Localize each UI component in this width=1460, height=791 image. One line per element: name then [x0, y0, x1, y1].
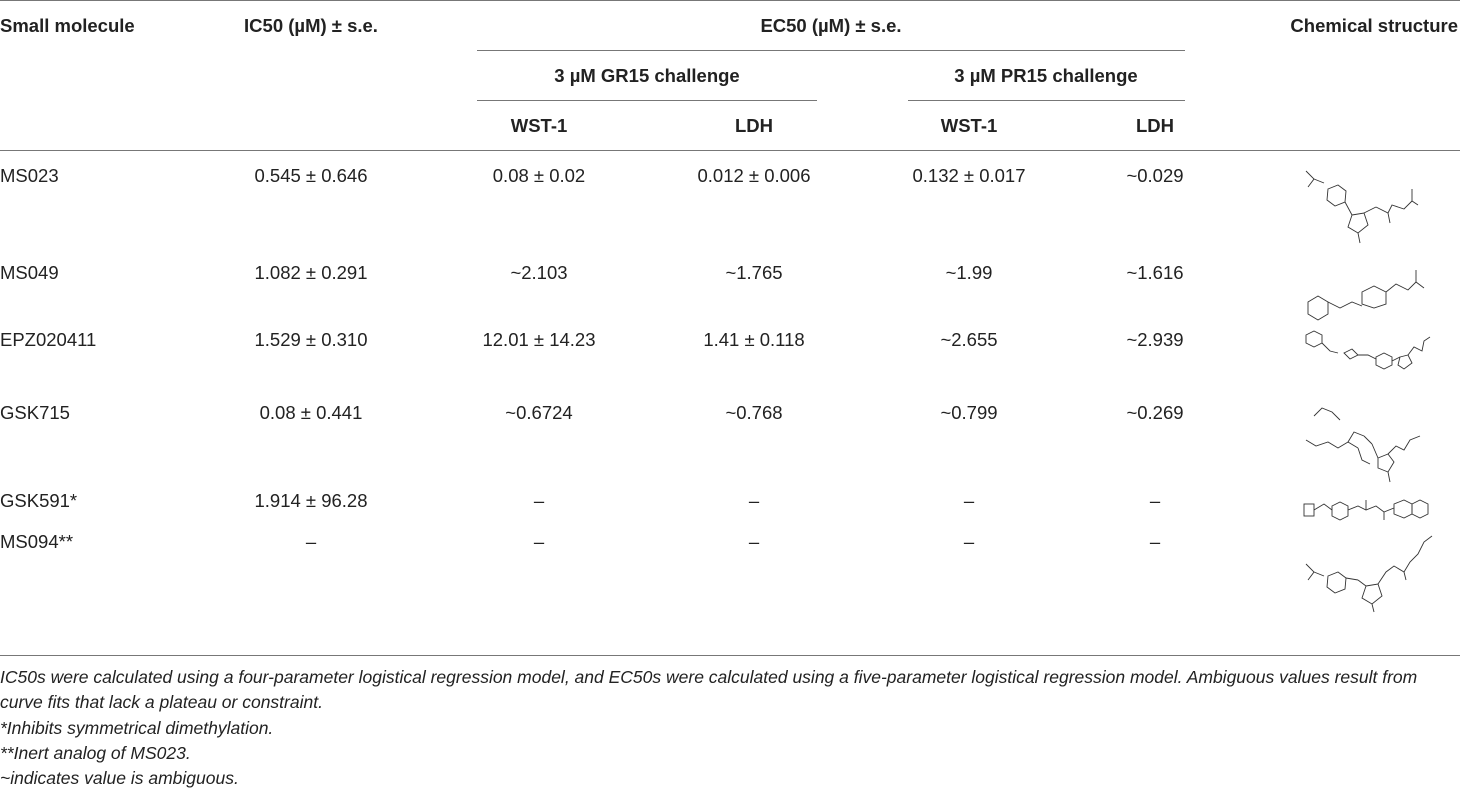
table-row-ms049-gr-ldh: ~1.765 — [725, 262, 783, 283]
header-gr15-ldh: LDH — [734, 115, 774, 136]
footnote-ambiguous: ~indicates value is ambiguous. — [0, 768, 239, 788]
table-row-epz020411-pr-ldh: ~2.939 — [1126, 329, 1184, 350]
table-row-gsk715-gr-wst1: ~0.6724 — [505, 402, 573, 423]
footnote-methods-line1: IC50s were calculated using a four-param… — [0, 667, 1418, 687]
structure-ms049-image — [1307, 270, 1425, 321]
structure-ms094-image — [1305, 535, 1433, 613]
table-row-gsk591-gr-ldh: – — [748, 490, 760, 511]
table-row-epz020411-pr-wst1: ~2.655 — [940, 329, 998, 350]
header-gr15-wst1: WST-1 — [510, 115, 568, 136]
table-row-ms023-name: MS023 — [0, 165, 59, 186]
header-pr15-wst1: WST-1 — [940, 115, 998, 136]
table-row-gsk715-ic50: 0.08 ± 0.441 — [259, 402, 363, 423]
table-row-gsk591-pr-wst1: – — [963, 490, 975, 511]
structure-gsk591-image — [1303, 499, 1429, 521]
structure-epz020411-image — [1305, 330, 1431, 370]
header-ec50: EC50 (µM) ± s.e. — [760, 15, 902, 36]
table-row-epz020411-gr-ldh: 1.41 ± 0.118 — [703, 329, 805, 350]
table-row-ms023-pr-wst1: 0.132 ± 0.017 — [912, 165, 1026, 186]
table-row-ms094-pr-wst1: – — [963, 531, 975, 552]
table-row-ms094-gr-wst1: – — [533, 531, 545, 552]
gr15-underline — [477, 100, 817, 101]
table-row-ms094-ic50: – — [305, 531, 317, 552]
table-row-gsk591-pr-ldh: – — [1149, 490, 1161, 511]
table-row-gsk591-name: GSK591* — [0, 490, 78, 511]
table-row-gsk715-pr-ldh: ~0.269 — [1126, 402, 1184, 423]
header-chemical-structure: Chemical structure — [1290, 15, 1458, 36]
table-row-epz020411-gr-wst1: 12.01 ± 14.23 — [482, 329, 596, 350]
table-row-ms023-gr-ldh: 0.012 ± 0.006 — [697, 165, 811, 186]
header-small-molecule: Small molecule — [0, 15, 135, 36]
table-row-ms049-ic50: 1.082 ± 0.291 — [254, 262, 368, 283]
header-bottom-rule — [0, 150, 1460, 151]
header-pr15-ldh: LDH — [1135, 115, 1175, 136]
table-row-gsk715-name: GSK715 — [0, 402, 70, 423]
table-row-ms094-gr-ldh: – — [748, 531, 760, 552]
table-row-ms023-pr-ldh: ~0.029 — [1126, 165, 1184, 186]
table-row-ms094-name: MS094** — [0, 531, 74, 552]
table-row-gsk715-gr-ldh: ~0.768 — [725, 402, 783, 423]
ec50-underline — [477, 50, 1185, 51]
structure-gsk715-image — [1305, 407, 1421, 483]
structure-ms023-image — [1305, 170, 1419, 244]
pr15-underline — [908, 100, 1185, 101]
header-gr15-challenge: 3 µM GR15 challenge — [554, 65, 740, 86]
top-rule — [0, 0, 1460, 1]
table-row-epz020411-name: EPZ020411 — [0, 329, 97, 350]
table-row-epz020411-ic50: 1.529 ± 0.310 — [254, 329, 368, 350]
table-row-ms049-name: MS049 — [0, 262, 59, 283]
footnote-inert-analog: **Inert analog of MS023. — [0, 743, 191, 763]
table-row-ms023-ic50: 0.545 ± 0.646 — [254, 165, 368, 186]
table-bottom-rule — [0, 655, 1460, 656]
table-row-gsk591-gr-wst1: – — [533, 490, 545, 511]
header-pr15-challenge: 3 µM PR15 challenge — [954, 65, 1138, 86]
table-row-ms049-pr-wst1: ~1.99 — [945, 262, 993, 283]
table-row-ms049-pr-ldh: ~1.616 — [1126, 262, 1184, 283]
table-row-ms023-gr-wst1: 0.08 ± 0.02 — [492, 165, 586, 186]
header-ic50: IC50 (µM) ± s.e. — [244, 15, 378, 36]
table-row-gsk715-pr-wst1: ~0.799 — [940, 402, 998, 423]
table-row-ms049-gr-wst1: ~2.103 — [510, 262, 568, 283]
table-row-gsk591-ic50: 1.914 ± 96.28 — [254, 490, 368, 511]
footnote-methods-line2: curve fits that lack a plateau or constr… — [0, 692, 323, 712]
footnote-symmetric: *Inhibits symmetrical dimethylation. — [0, 718, 274, 738]
table-row-ms094-pr-ldh: – — [1149, 531, 1161, 552]
